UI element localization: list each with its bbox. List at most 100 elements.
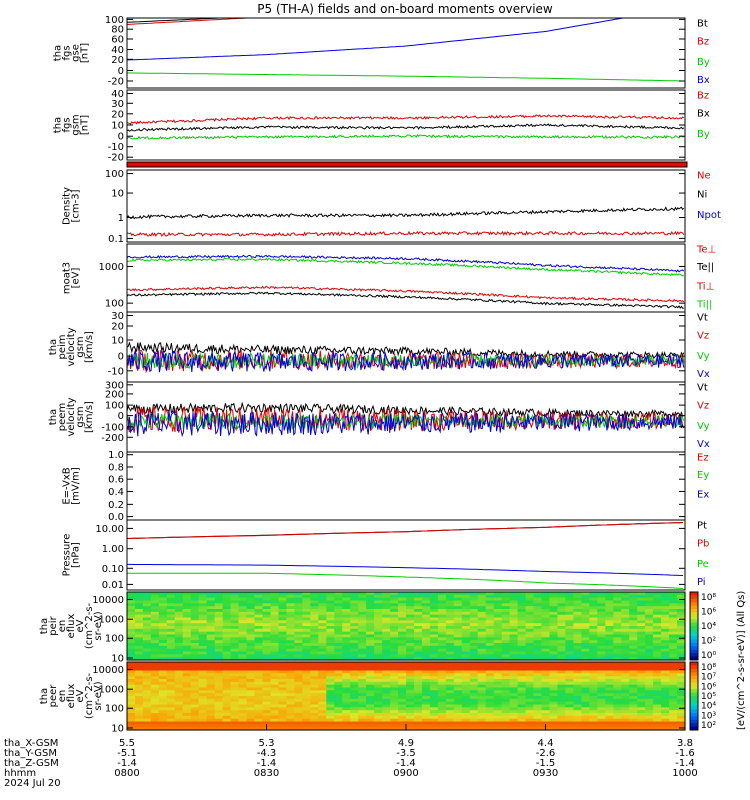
spectrogram-cell (637, 710, 646, 714)
spectrogram-cell (222, 654, 232, 658)
spectrogram-cell (461, 664, 471, 669)
spectrogram-cell (461, 637, 471, 641)
spectrogram-cell (445, 594, 455, 599)
spectrogram-cell (414, 597, 423, 602)
spectrogram-cell (246, 600, 256, 604)
spectrogram-cell (150, 654, 160, 658)
spectrogram-cell (358, 707, 367, 711)
spectrogram-cell (270, 707, 280, 711)
spectrogram-cell (398, 651, 407, 655)
spectrogram-cell (517, 704, 527, 708)
spectrogram-cell (414, 634, 423, 638)
spectrogram-cell (350, 687, 359, 691)
spectrogram-cell (653, 609, 662, 613)
spectrogram-cell (477, 594, 487, 599)
spectrogram-cell (374, 651, 383, 655)
spectrogram-cell (158, 679, 168, 683)
spectrogram-cell (637, 687, 646, 691)
panel-frame-fgs-gse (126, 17, 686, 89)
spectrogram-cell (318, 597, 327, 602)
spectrogram-cell (150, 724, 160, 728)
ytick-label: 0 (118, 411, 124, 422)
spectrogram-cell (254, 594, 264, 599)
spectrogram-cell (342, 690, 351, 694)
spectrogram-cell (318, 603, 327, 607)
spectrogram-cell (414, 679, 423, 683)
spectrogram-cell (366, 648, 375, 653)
spectrogram-cell (150, 676, 160, 680)
spectrogram-cell (461, 673, 471, 677)
spectrogram-cell (573, 617, 582, 621)
spectrogram-cell (421, 690, 431, 694)
spectrogram-cell (589, 611, 598, 616)
ytick-label: 10000 (92, 665, 124, 676)
colorbar-cell (690, 699, 698, 704)
spectrogram-cell (135, 676, 144, 680)
spectrogram-cell (469, 667, 479, 672)
spectrogram-cell (597, 657, 606, 661)
spectrogram-cell (254, 611, 264, 616)
spectrogram-cell (142, 687, 152, 691)
spectrogram-cell (485, 631, 495, 636)
spectrogram-cell (302, 696, 311, 700)
spectrogram-cell (581, 600, 590, 604)
spectrogram-cell (390, 667, 399, 672)
spectrogram-cell (326, 597, 335, 602)
spectrogram-cell (254, 664, 264, 669)
spectrogram-cell (302, 690, 311, 694)
spectrogram-cell (469, 713, 479, 717)
spectrogram-cell (613, 704, 622, 708)
spectrogram-cell (485, 637, 495, 641)
spectrogram-cell (525, 628, 535, 633)
spectrogram-cell (374, 710, 383, 714)
spectrogram-cell (326, 614, 335, 619)
spectrogram-cell (382, 693, 391, 697)
spectrogram-cell (262, 628, 272, 633)
spectrogram-cell (198, 620, 208, 624)
spectrogram-cell (677, 681, 686, 686)
spectrogram-cell (573, 701, 582, 706)
spectrogram-cell (629, 628, 638, 633)
spectrogram-cell (645, 609, 654, 613)
spectrogram-cell (517, 600, 527, 604)
spectrogram-cell (158, 696, 168, 700)
spectrogram-cell (453, 721, 463, 725)
spectrogram-cell (549, 657, 559, 661)
spectrogram-cell (517, 645, 527, 650)
spectrogram-cell (677, 623, 686, 627)
xtick-z_gsm: -1.4 (117, 758, 137, 769)
spectrogram-cell (158, 657, 168, 661)
spectrogram-cell (382, 657, 391, 661)
spectrogram-cell (174, 673, 184, 677)
spectrogram-cell (509, 654, 519, 658)
spectrogram-cell (533, 667, 543, 672)
spectrogram-cell (445, 628, 455, 633)
spectrogram-cell (421, 648, 431, 653)
spectrogram-cell (142, 654, 152, 658)
spectrogram-cell (135, 634, 144, 638)
spectrogram-cell (150, 704, 160, 708)
spectrogram-cell (549, 693, 559, 697)
spectrogram-cell (645, 701, 654, 706)
spectrogram-cell (182, 651, 192, 655)
spectrogram-cell (214, 620, 224, 624)
spectrogram-cell (581, 623, 590, 627)
spectrogram-cell (150, 609, 160, 613)
spectrogram-cell (366, 626, 375, 630)
spectrogram-cell (166, 667, 176, 672)
ytick-label: 80 (111, 25, 124, 36)
spectrogram-cell (342, 628, 351, 633)
spectrogram-cell (557, 606, 567, 610)
spectrogram-cell (182, 684, 192, 689)
spectrogram-cell (445, 713, 455, 717)
spectrogram-cell (342, 594, 351, 599)
spectrogram-cell (533, 637, 543, 641)
spectrogram-cell (557, 673, 567, 677)
spectrogram-cell (557, 727, 567, 731)
spectrogram-cell (557, 640, 567, 644)
spectrogram-cell (398, 670, 407, 674)
ytick-label: 30 (111, 311, 124, 322)
legend-efield-1: Ey (697, 470, 709, 481)
spectrogram-cell (286, 690, 295, 694)
spectrogram-cell (334, 637, 343, 641)
